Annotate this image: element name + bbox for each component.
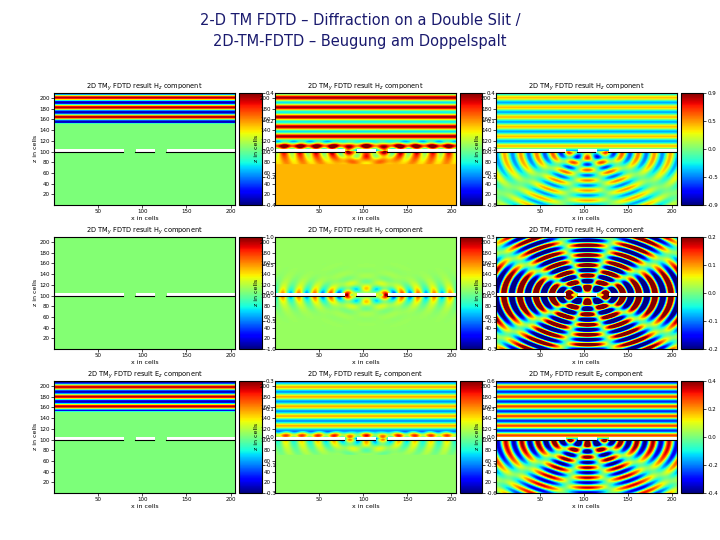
X-axis label: x in cells: x in cells	[572, 504, 600, 509]
Title: 2D TM$_y$ FDTD result H$_y$ component: 2D TM$_y$ FDTD result H$_y$ component	[307, 225, 424, 237]
Y-axis label: z in cells: z in cells	[33, 136, 38, 163]
Title: 2D TM$_y$ FDTD result E$_z$ component: 2D TM$_y$ FDTD result E$_z$ component	[528, 369, 644, 381]
X-axis label: x in cells: x in cells	[131, 504, 158, 509]
Title: 2D TM$_y$ FDTD result H$_z$ component: 2D TM$_y$ FDTD result H$_z$ component	[528, 81, 644, 93]
Title: 2D TM$_y$ FDTD result H$_z$ component: 2D TM$_y$ FDTD result H$_z$ component	[307, 81, 423, 93]
X-axis label: x in cells: x in cells	[351, 215, 379, 220]
Y-axis label: z in cells: z in cells	[33, 423, 38, 450]
Y-axis label: z in cells: z in cells	[253, 423, 258, 450]
Y-axis label: z in cells: z in cells	[253, 279, 258, 306]
X-axis label: x in cells: x in cells	[572, 360, 600, 365]
Y-axis label: z in cells: z in cells	[474, 423, 480, 450]
Title: 2D TM$_y$ FDTD result E$_z$ component: 2D TM$_y$ FDTD result E$_z$ component	[307, 369, 423, 381]
Y-axis label: z in cells: z in cells	[474, 279, 480, 306]
Title: 2D TM$_y$ FDTD result H$_y$ component: 2D TM$_y$ FDTD result H$_y$ component	[86, 225, 203, 237]
Y-axis label: z in cells: z in cells	[474, 136, 480, 163]
Y-axis label: z in cells: z in cells	[253, 136, 258, 163]
X-axis label: x in cells: x in cells	[572, 215, 600, 220]
X-axis label: x in cells: x in cells	[131, 215, 158, 220]
Title: 2D TM$_y$ FDTD result E$_z$ component: 2D TM$_y$ FDTD result E$_z$ component	[86, 369, 202, 381]
Y-axis label: z in cells: z in cells	[33, 279, 38, 306]
X-axis label: x in cells: x in cells	[351, 504, 379, 509]
Title: 2D TM$_y$ FDTD result H$_y$ component: 2D TM$_y$ FDTD result H$_y$ component	[528, 225, 644, 237]
X-axis label: x in cells: x in cells	[131, 360, 158, 365]
X-axis label: x in cells: x in cells	[351, 360, 379, 365]
Title: 2D TM$_y$ FDTD result H$_z$ component: 2D TM$_y$ FDTD result H$_z$ component	[86, 81, 203, 93]
Text: 2-D TM FDTD – Diffraction on a Double Slit /
2D-TM-FDTD – Beugung am Doppelspalt: 2-D TM FDTD – Diffraction on a Double Sl…	[199, 14, 521, 49]
